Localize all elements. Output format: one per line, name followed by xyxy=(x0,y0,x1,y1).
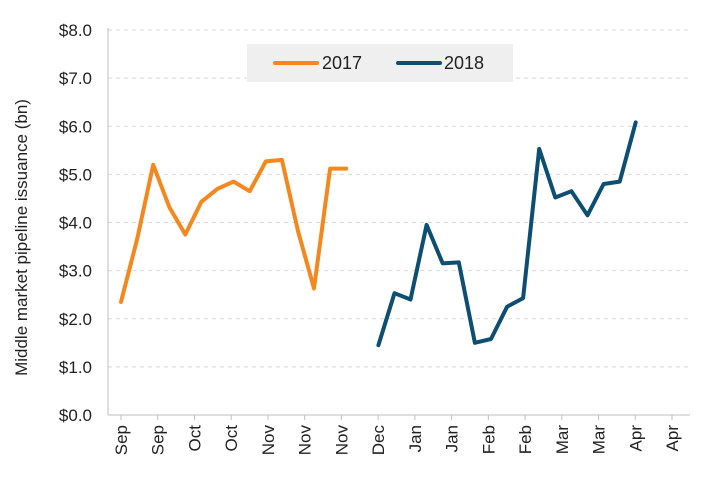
x-tick-label: Apr xyxy=(663,425,682,452)
y-tick-label: $8.0 xyxy=(59,21,92,40)
x-tick-label: Sep xyxy=(149,425,168,455)
x-tick-label: Sep xyxy=(112,425,131,455)
x-tick-label: Apr xyxy=(626,425,645,452)
x-tick-label: Jan xyxy=(443,425,462,452)
y-tick-label: $3.0 xyxy=(59,262,92,281)
y-tick-label: $0.0 xyxy=(59,406,92,425)
y-tick-label: $2.0 xyxy=(59,310,92,329)
x-tick-label: Mar xyxy=(590,425,609,455)
y-tick-label: $1.0 xyxy=(59,358,92,377)
y-tick-label: $5.0 xyxy=(59,165,92,184)
y-tick-label: $4.0 xyxy=(59,214,92,233)
x-tick-label: Oct xyxy=(222,425,241,452)
legend: 2017 2018 xyxy=(247,44,513,82)
x-tick-label: Feb xyxy=(516,425,535,454)
x-tick-label: Nov xyxy=(332,425,351,456)
x-tick-label: Nov xyxy=(296,425,315,456)
series-line-2017 xyxy=(119,157,349,304)
x-tick-label: Feb xyxy=(479,425,498,454)
legend-label-2018: 2018 xyxy=(444,53,484,73)
legend-label-2017: 2017 xyxy=(322,53,362,73)
x-tick-label: Oct xyxy=(185,425,204,452)
x-tick-label: Jan xyxy=(406,425,425,452)
series-line-2018 xyxy=(376,120,638,348)
y-tick-label: $6.0 xyxy=(59,117,92,136)
y-axis-title: Middle market pipeline issuance (bn) xyxy=(12,99,31,376)
x-tick-label: Dec xyxy=(369,425,388,456)
x-tick-label: Nov xyxy=(259,425,278,456)
y-tick-label: $7.0 xyxy=(59,69,92,88)
x-tick-label: Mar xyxy=(553,425,572,455)
